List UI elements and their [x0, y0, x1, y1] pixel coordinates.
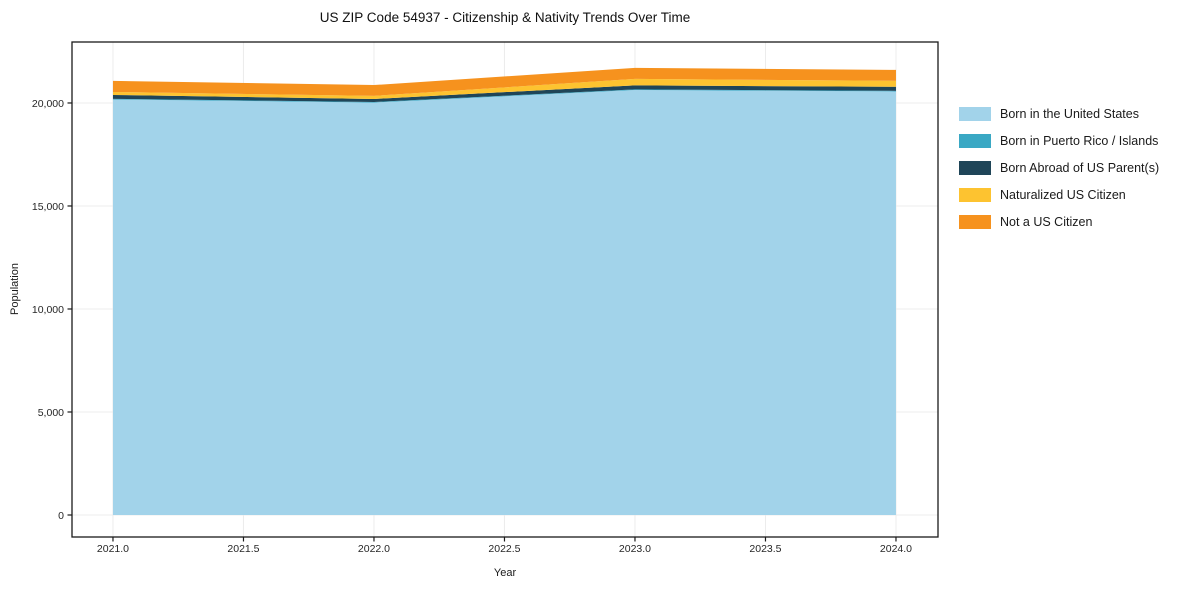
area-band [112, 90, 896, 515]
legend-swatch [959, 161, 991, 175]
tick-labels: 2021.0 2021.5 2022.0 2022.5 2023.0 2023.5 2024… [32, 98, 912, 555]
y-axis-label: Population [9, 263, 21, 315]
legend-item: Born in the United States [959, 107, 1159, 121]
x-axis-label: Year [494, 567, 517, 579]
legend-item: Born in Puerto Rico / Islands [959, 134, 1159, 148]
legend-label: Not a US Citizen [1000, 215, 1093, 229]
y-tick-label: 5,000 [38, 407, 64, 419]
legend-label: Naturalized US Citizen [1000, 188, 1126, 202]
legend: Born in the United States Born in Puerto … [959, 107, 1159, 242]
y-tick-label: 15,000 [32, 201, 64, 213]
legend-item: Naturalized US Citizen [959, 188, 1159, 202]
area-band [112, 89, 896, 103]
legend-label: Born in the United States [1000, 107, 1139, 121]
area-band [112, 78, 896, 99]
legend-item: Not a US Citizen [959, 215, 1159, 229]
legend-swatch [959, 107, 991, 121]
x-tick-label: 2024.0 [880, 543, 912, 555]
area-band [112, 85, 896, 102]
stacked-area-series [112, 67, 896, 515]
legend-label: Born Abroad of US Parent(s) [1000, 161, 1160, 175]
axes [67, 41, 939, 542]
x-tick-label: 2022.5 [488, 543, 520, 555]
chart-title: US ZIP Code 54937 - Citizenship & Nativi… [320, 10, 690, 25]
y-tick-label: 0 [58, 510, 64, 522]
legend-swatch [959, 188, 991, 202]
legend-swatch [959, 134, 991, 148]
x-tick-label: 2023.0 [619, 543, 651, 555]
legend-label: Born in Puerto Rico / Islands [1000, 134, 1159, 148]
legend-swatch [959, 215, 991, 229]
x-tick-label: 2022.0 [358, 543, 390, 555]
y-tick-label: 20,000 [32, 98, 64, 110]
x-tick-label: 2023.5 [749, 543, 781, 555]
x-tick-label: 2021.5 [227, 543, 259, 555]
area-band [112, 67, 896, 96]
x-tick-label: 2021.0 [97, 543, 129, 555]
y-tick-label: 10,000 [32, 304, 64, 316]
legend-item: Born Abroad of US Parent(s) [959, 161, 1159, 175]
